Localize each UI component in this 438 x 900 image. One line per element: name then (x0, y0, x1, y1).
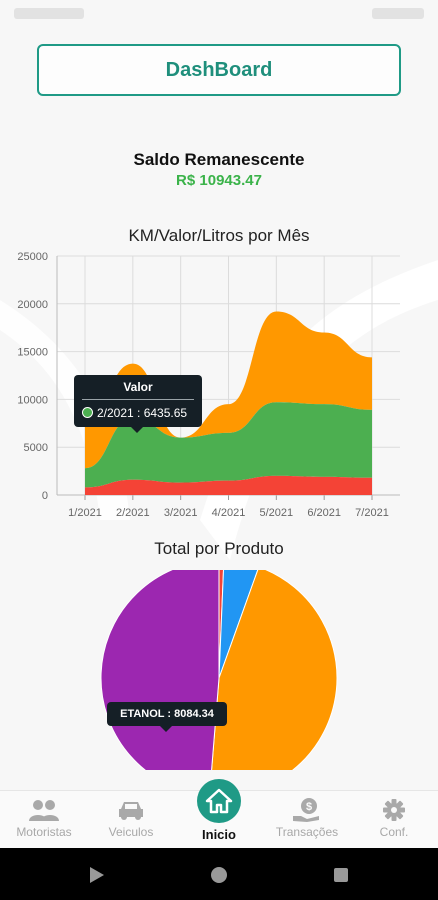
recents-icon[interactable] (334, 868, 348, 882)
nav-label-motoristas: Motoristas (16, 825, 72, 839)
y-tick-label: 0 (42, 490, 48, 502)
pie-slice (100, 570, 220, 770)
x-tick-label: 4/2021 (212, 507, 246, 519)
nav-label-conf: Conf. (379, 825, 409, 839)
gear-icon (383, 799, 405, 821)
pie-slice (211, 570, 338, 770)
nav-motoristas[interactable]: Motoristas (0, 791, 88, 849)
x-tick-label: 3/2021 (164, 507, 198, 519)
nav-inicio[interactable]: Inicio (175, 779, 263, 849)
back-icon[interactable] (90, 867, 104, 883)
y-tick-label: 15000 (17, 347, 48, 359)
tooltip-series-dot (82, 407, 93, 418)
area-chart-title: KM/Valor/Litros por Mês (128, 226, 310, 245)
svg-text:$: $ (306, 801, 312, 813)
area-series-orange (85, 311, 372, 469)
home-system-icon[interactable] (211, 867, 227, 883)
people-icon (29, 800, 59, 821)
status-bar (0, 0, 438, 28)
x-tick-label: 2/2021 (116, 507, 150, 519)
home-icon (205, 788, 233, 814)
nav-conf[interactable]: Conf. (350, 791, 438, 849)
x-tick-label: 1/2021 (68, 507, 102, 519)
nav-label-inicio: Inicio (202, 827, 236, 842)
area-chart[interactable]: 0 5000 10000 15000 20000 25000 1/2021 2/2021 3/2… (0, 250, 438, 530)
pie-chart[interactable] (0, 570, 438, 770)
tooltip-separator (82, 399, 194, 400)
saldo-value: R$ 10943.47 (176, 172, 262, 189)
y-tick-label: 25000 (17, 251, 48, 263)
y-tick-label: 20000 (17, 299, 48, 311)
y-tick-label: 5000 (24, 442, 48, 454)
nav-transacoes[interactable]: $ Transações (263, 791, 351, 849)
money-hand-icon: $ (293, 798, 319, 822)
nav-veiculos[interactable]: Veiculos (87, 791, 175, 849)
home-icon-circle (197, 779, 241, 823)
tooltip-series-name: Valor (123, 380, 153, 394)
bottom-navigation: Motoristas Veiculos Inicio $ Transações (0, 779, 438, 849)
android-navigation-bar (0, 848, 438, 900)
status-bar-time (14, 8, 84, 19)
pie-chart-title: Total por Produto (154, 539, 284, 558)
area-series-green (85, 402, 372, 488)
x-tick-label: 7/2021 (355, 507, 389, 519)
nav-label-transacoes: Transações (275, 825, 339, 839)
saldo-title: Saldo Remanescente (133, 150, 305, 169)
y-tick-label: 10000 (17, 394, 48, 406)
status-bar-icons (372, 8, 424, 19)
dashboard-button[interactable]: DashBoard (37, 44, 401, 96)
area-chart-tooltip: Valor 2/2021 : 6435.65 (74, 375, 202, 433)
nav-label-veiculos: Veiculos (108, 825, 154, 839)
tooltip-value: 2/2021 : 6435.65 (97, 406, 188, 420)
area-series-red (85, 475, 372, 495)
x-tick-label: 5/2021 (260, 507, 294, 519)
pie-slices (100, 570, 338, 770)
pie-chart-tooltip: ETANOL : 8084.34 (107, 702, 227, 732)
car-icon (119, 802, 143, 820)
x-tick-label: 6/2021 (307, 507, 341, 519)
